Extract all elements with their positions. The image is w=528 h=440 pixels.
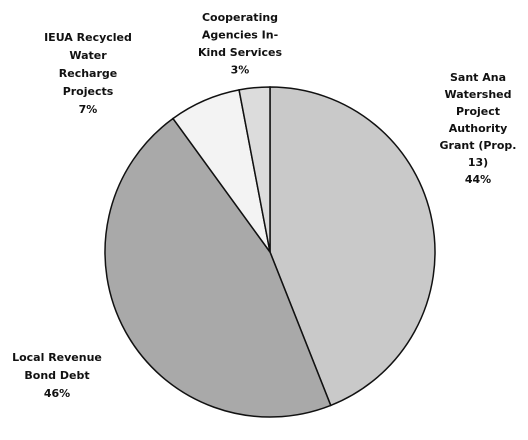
slice-value-label: 7% bbox=[79, 103, 98, 116]
pie-slice bbox=[269, 86, 436, 407]
slice-label: Agencies In- bbox=[202, 29, 278, 42]
slice-label: Sant Ana bbox=[450, 71, 506, 84]
slice-label: Bond Debt bbox=[24, 369, 89, 382]
slice-label: Kind Services bbox=[198, 46, 283, 59]
slice-label: Authority bbox=[449, 122, 508, 135]
slice-label: Cooperating bbox=[202, 11, 278, 24]
slice-label: 13) bbox=[468, 156, 488, 169]
slice-value-label: 44% bbox=[465, 173, 491, 186]
slice-label: IEUA Recycled bbox=[44, 31, 132, 44]
slice-value-label: 3% bbox=[231, 64, 250, 77]
slice-label: Project bbox=[456, 105, 500, 118]
slice-label: Water bbox=[69, 49, 107, 62]
slice-value-label: 46% bbox=[44, 387, 70, 400]
slice-label: Grant (Prop. bbox=[440, 139, 517, 152]
slice-label: Watershed bbox=[444, 88, 511, 101]
pie-slice bbox=[104, 117, 332, 418]
pie-slice bbox=[238, 86, 271, 253]
slice-label: Recharge bbox=[59, 67, 117, 80]
slice-label: Projects bbox=[63, 85, 114, 98]
slice-label: Local Revenue bbox=[12, 351, 102, 364]
